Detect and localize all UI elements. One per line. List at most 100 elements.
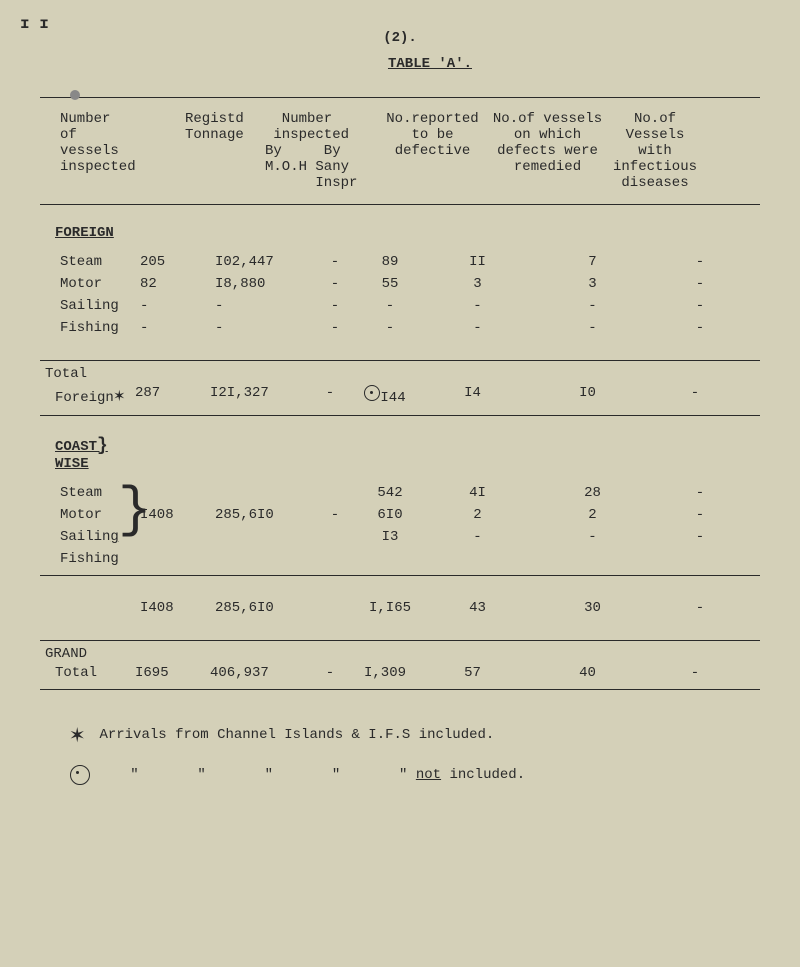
coastwise-section: } Steam 542 4I 28 - Motor I408 285,6I0 -… [40, 482, 760, 570]
cell: 7 [535, 254, 650, 270]
cell: - [645, 385, 745, 407]
cell: I8,880 [215, 276, 310, 292]
cell: - [140, 298, 215, 314]
coastwise-heading: COAST}WISE [40, 421, 760, 482]
cell: - [650, 254, 750, 270]
divider [40, 689, 760, 690]
row-label: Fishing [40, 551, 140, 567]
cell: I4 [415, 385, 530, 407]
divider [40, 415, 760, 416]
tick-marks: ɪ ɪ [20, 15, 49, 33]
cell: 542 [360, 485, 420, 501]
cell [310, 529, 360, 545]
cell [310, 551, 360, 567]
cell: - [535, 320, 650, 336]
cell [140, 551, 215, 567]
header-col2: RegistdTonnage [185, 111, 265, 191]
table-row: Fishing [40, 548, 760, 570]
divider [40, 360, 760, 361]
cell: 406,937 [210, 665, 305, 681]
header-col4: Number inspectedBy ByM.O.H Sany Inspr [265, 111, 375, 191]
cell: 285,6I0 [215, 600, 310, 616]
header-col7: No.of vesselson whichdefects wereremedie… [490, 111, 605, 191]
cell: 3 [420, 276, 535, 292]
cell: - [310, 276, 360, 292]
cell: - [140, 320, 215, 336]
cell: I02,447 [215, 254, 310, 270]
cell: I44 [355, 385, 415, 407]
divider [40, 575, 760, 576]
cell [215, 551, 310, 567]
row-label: Motor [40, 276, 140, 292]
cell: 6I0 [360, 507, 420, 523]
cell: - [650, 529, 750, 545]
divider [40, 204, 760, 205]
table-header-row: Numberofvesselsinspected RegistdTonnage … [40, 103, 760, 199]
cell: - [420, 320, 535, 336]
cell: - [650, 507, 750, 523]
total-foreign-label: Total [40, 366, 760, 382]
foreign-heading: FOREIGN [40, 210, 760, 251]
page-number: (2). [40, 30, 760, 46]
cell: - [360, 320, 420, 336]
footnote-ditto: " " " " " not included. [105, 767, 525, 783]
divider [40, 640, 760, 641]
cell: 285,6I0 [215, 507, 310, 523]
cell [650, 551, 750, 567]
cell: - [310, 507, 360, 523]
asterisk-icon: ✶ [114, 387, 125, 407]
cell: 55 [360, 276, 420, 292]
table-row: Foreign✶ 287 I2I,327 - I44 I4 I0 - [40, 382, 760, 410]
cell: - [650, 276, 750, 292]
cell: - [215, 298, 310, 314]
cell: II [420, 254, 535, 270]
cell: 82 [140, 276, 215, 292]
cell: - [215, 320, 310, 336]
cell: I695 [135, 665, 210, 681]
table-row: Motor 82 I8,880 - 55 3 3 - [40, 273, 760, 295]
cell: - [420, 529, 535, 545]
cell: - [310, 320, 360, 336]
cell: - [650, 485, 750, 501]
brace-icon: } [118, 482, 152, 538]
circled-icon [70, 765, 90, 785]
footnote-asterisk: ✶ Arrivals from Channel Islands & I.F.S … [70, 720, 760, 750]
footnote-text: Arrivals from Channel Islands & I.F.S in… [99, 727, 494, 743]
asterisk-icon: ✶ [70, 720, 84, 750]
cell: 40 [530, 665, 645, 681]
table-row: Total I695 406,937 - I,309 57 40 - [40, 662, 760, 684]
cell [310, 600, 360, 616]
footnote-circled: " " " " " not included. [70, 765, 760, 785]
grand-total-label: GRAND [40, 646, 760, 662]
cell: 30 [535, 600, 650, 616]
cell [360, 551, 420, 567]
table-row: I408 285,6I0 I,I65 43 30 - [40, 597, 760, 619]
cell: - [420, 298, 535, 314]
row-label: Total [40, 665, 135, 681]
table-row: Fishing - - - - - - - [40, 317, 760, 339]
row-label: Sailing [40, 298, 140, 314]
cell: - [645, 665, 745, 681]
cell: - [650, 320, 750, 336]
cell: I,309 [355, 665, 415, 681]
row-label: Fishing [40, 320, 140, 336]
cell: 57 [415, 665, 530, 681]
table-title: TABLE 'A'. [100, 56, 760, 72]
not-word: not [416, 767, 441, 783]
cell: - [535, 298, 650, 314]
cell: - [650, 298, 750, 314]
cell [215, 529, 310, 545]
header-col8: No.ofVesselswithinfectiousdiseases [605, 111, 705, 191]
row-label: Steam [40, 254, 140, 270]
cell: - [305, 385, 355, 407]
table-row: Sailing - - - - - - - [40, 295, 760, 317]
cell: 2 [420, 507, 535, 523]
cell: 43 [420, 600, 535, 616]
cell: - [650, 600, 750, 616]
dot-mark [70, 90, 80, 100]
table-row: Steam 205 I02,447 - 89 II 7 - [40, 251, 760, 273]
cell: - [305, 665, 355, 681]
cell: I3 [360, 529, 420, 545]
cell: 28 [535, 485, 650, 501]
cell [420, 551, 535, 567]
